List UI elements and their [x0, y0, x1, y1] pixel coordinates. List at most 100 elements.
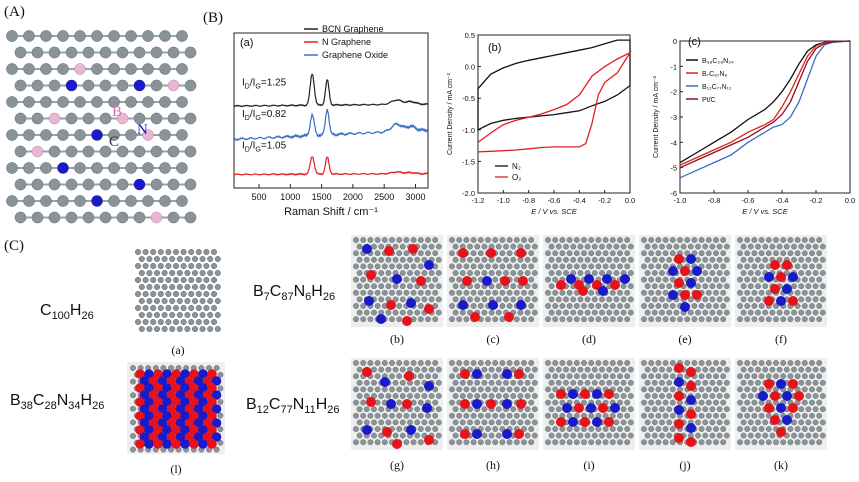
flake-atom	[452, 296, 459, 303]
flake-atom	[545, 250, 551, 257]
flake-atom	[798, 379, 805, 386]
flake-atom	[513, 237, 520, 243]
dopant-atom-blue	[758, 391, 768, 401]
dopant-atom-blue	[568, 417, 578, 427]
dopant-atom-red	[764, 403, 774, 413]
flake-atom	[463, 237, 470, 243]
flake-atom	[524, 379, 531, 386]
lattice-atom	[82, 112, 95, 125]
flake-atom	[456, 316, 463, 323]
flake-atom	[695, 432, 701, 439]
flake-atom	[655, 276, 662, 283]
flake-atom	[702, 296, 709, 303]
flake-atom	[488, 309, 495, 316]
cv-panel-label: (b)	[488, 42, 501, 54]
flake-atom	[648, 386, 655, 393]
flake-atom	[150, 276, 157, 284]
flake-atom	[524, 256, 531, 263]
dopant-atom-red	[686, 437, 696, 447]
dopant-atom-red	[148, 376, 159, 386]
flake-atom	[809, 360, 815, 366]
flake-atom	[214, 325, 221, 333]
flake-atom	[385, 256, 392, 263]
flake-atom	[720, 303, 727, 309]
flake-atom	[467, 393, 473, 399]
flake-atom	[449, 316, 455, 323]
flake-atom	[666, 309, 673, 316]
flake-atom	[644, 432, 651, 439]
flake-atom	[655, 237, 662, 243]
flake-atom	[740, 393, 747, 399]
flake-atom	[655, 289, 662, 296]
flake-atom	[566, 250, 573, 257]
flake-atom	[528, 386, 535, 393]
flake-atom	[385, 366, 392, 373]
dopant-atom-red	[516, 399, 526, 409]
dopant-atom-red	[202, 390, 213, 400]
flake-atom	[367, 386, 374, 393]
flake-atom	[481, 393, 488, 399]
dopant-atom-red	[604, 389, 614, 399]
flake-atom	[360, 263, 367, 270]
flake-atom	[492, 439, 499, 446]
flake-atom	[787, 316, 794, 323]
flake-atom	[432, 250, 439, 257]
lattice-atom	[125, 162, 137, 174]
flake-atom	[740, 309, 747, 316]
flake-atom	[662, 360, 669, 366]
flake-atom	[414, 296, 421, 303]
panel-c-label: (C)	[4, 238, 24, 254]
flake-atom	[517, 309, 524, 316]
dopant-atom-blue	[620, 274, 630, 284]
flake-atom	[716, 366, 723, 373]
flake-atom	[709, 256, 716, 263]
flake-atom	[403, 276, 410, 283]
dopant-atom-blue	[686, 423, 696, 433]
flake-atom	[584, 366, 591, 373]
flake-atom	[510, 296, 517, 303]
flake-atom	[737, 360, 743, 366]
lattice-atom	[48, 211, 61, 224]
dopant-atom-red	[153, 411, 163, 421]
raman-legend-entry: N Graphene	[322, 37, 371, 47]
flake-atom	[456, 360, 463, 366]
flake-atom	[695, 309, 701, 316]
flake-atom	[559, 399, 566, 406]
lattice-atom	[133, 46, 146, 59]
flake-atom	[495, 243, 502, 250]
flake-atom	[773, 316, 779, 323]
flake-atom	[367, 263, 374, 270]
flake-atom	[425, 289, 431, 296]
flake-atom	[531, 243, 538, 250]
flake-atom	[651, 309, 658, 316]
flake-atom	[195, 276, 202, 284]
dopant-atom-blue	[198, 369, 208, 379]
flake-atom	[819, 283, 826, 290]
flake-atom	[747, 283, 754, 290]
flake-atom	[477, 263, 484, 270]
flake-atom	[492, 360, 499, 366]
flake-atom	[816, 439, 823, 446]
flake-atom	[513, 316, 520, 323]
flake-atom	[399, 296, 406, 303]
flake-atom	[385, 393, 392, 399]
lattice-atom	[99, 112, 112, 125]
raman-legend-entry: Graphene Oxide	[322, 50, 388, 60]
lattice-atom	[14, 145, 27, 158]
flake-atom	[755, 243, 761, 250]
flake-atom	[702, 393, 709, 399]
flake-atom	[474, 256, 481, 263]
flake-atom	[617, 399, 623, 406]
dopant-atom-red	[408, 244, 418, 254]
raman-x-tick-label: 500	[252, 192, 267, 202]
flake-atom	[463, 289, 470, 296]
flake-atom	[214, 311, 221, 319]
flake-atom	[641, 250, 647, 257]
flake-atom	[452, 393, 459, 399]
dopant-atom-red	[556, 280, 566, 290]
flake-atom	[403, 289, 410, 296]
flake-atom	[524, 393, 531, 399]
lattice-atom	[40, 63, 52, 75]
flake-atom	[758, 250, 765, 257]
